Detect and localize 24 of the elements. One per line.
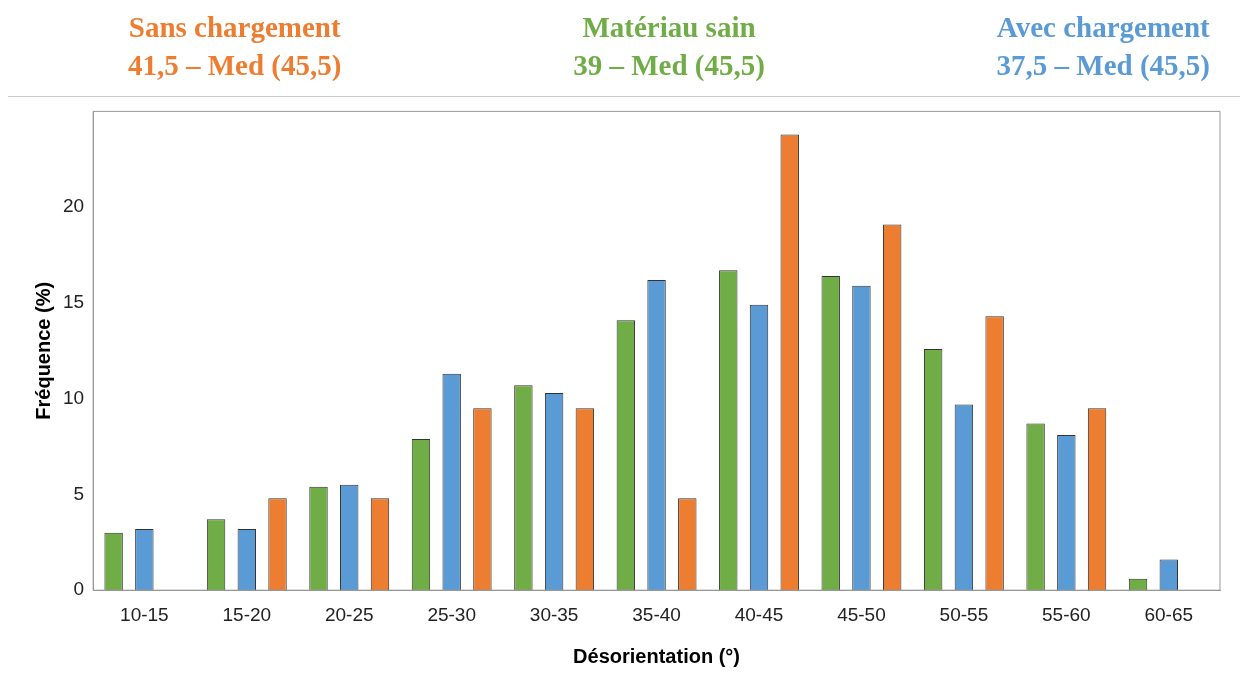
- text: Sans chargement: [128, 10, 342, 45]
- x-tick-label: 60-65: [1144, 603, 1194, 625]
- y-tick-label: 10: [62, 386, 85, 408]
- x-tick-label: 10-15: [120, 603, 169, 625]
- y-axis-title: Fréquence (%): [31, 281, 54, 420]
- x-tick-label: 25-30: [427, 603, 476, 625]
- x-tick-label: 35-40: [632, 603, 681, 625]
- x-tick-label: 55-60: [1042, 603, 1091, 625]
- x-tick-label: 50-55: [939, 603, 989, 625]
- text: Matériau sain: [581, 10, 757, 45]
- text: Avec chargement: [996, 10, 1210, 45]
- y-tick-label: 15: [62, 291, 85, 313]
- y-tick-label: 5: [73, 482, 85, 504]
- x-tick-label: 20-25: [324, 603, 374, 625]
- x-tick-label: 15-20: [222, 603, 272, 625]
- y-tick-label: 0: [73, 578, 85, 600]
- x-tick-label: 30-35: [529, 603, 579, 625]
- text: 39 – Med (45,5): [573, 48, 765, 83]
- x-tick-label: 40-45: [734, 603, 784, 625]
- x-axis-title: Désorientation (°): [573, 644, 741, 667]
- y-tick-label: 20: [62, 195, 85, 217]
- x-tick-label: 45-50: [837, 603, 886, 625]
- text: 37,5 – Med (45,5): [996, 48, 1210, 83]
- text: 41,5 – Med (45,5): [128, 48, 342, 83]
